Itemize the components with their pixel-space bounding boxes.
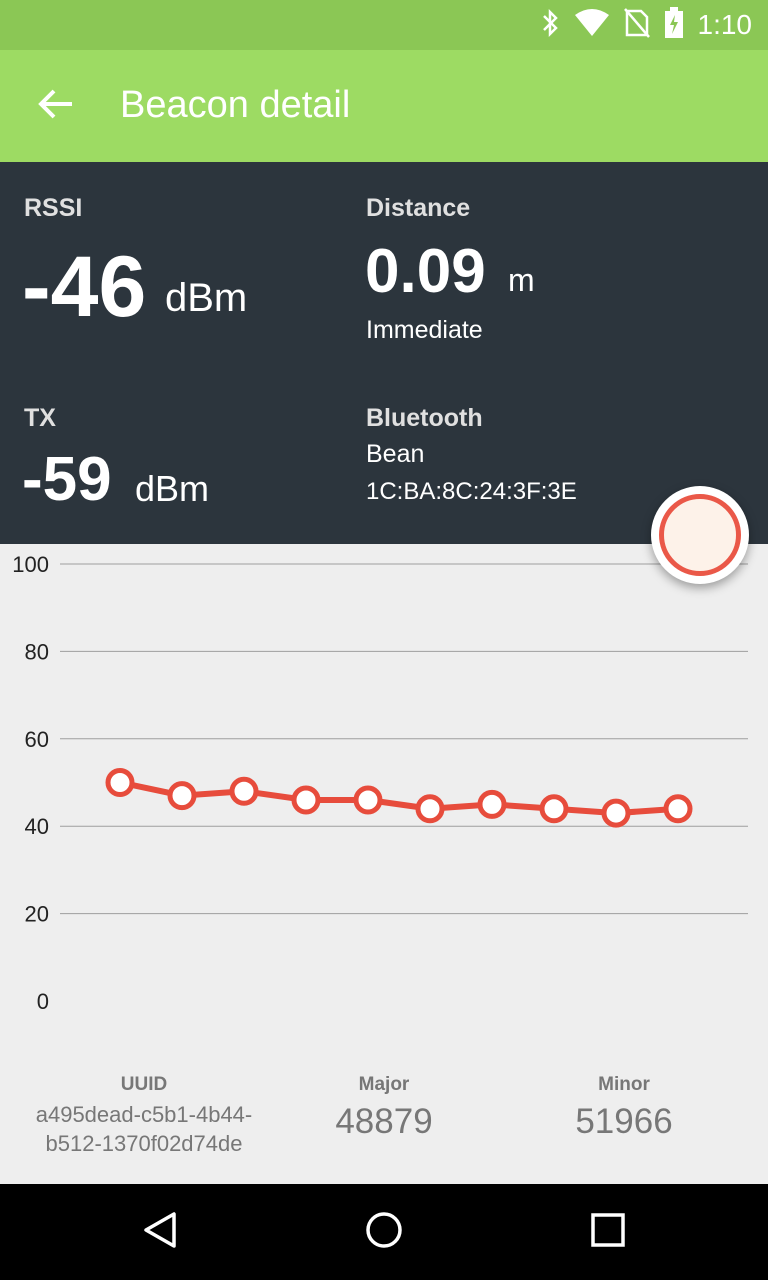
rssi-unit: dBm: [165, 276, 248, 320]
bluetooth-address: 1C:BA:8C:24:3F:3E: [366, 478, 577, 505]
rssi-value: -46: [22, 239, 147, 335]
nav-back-button[interactable]: [128, 1200, 192, 1264]
proximity-text: Immediate: [366, 316, 483, 344]
y-tick-label: 20: [25, 902, 49, 927]
data-point: [601, 798, 631, 828]
y-tick-label: 100: [12, 552, 49, 577]
nav-recents-icon: [588, 1210, 628, 1255]
arrow-back-icon: [38, 89, 74, 124]
data-point: [477, 789, 507, 819]
page-title: Beacon detail: [120, 84, 351, 126]
stats-panel: RSSI -46 dBm Distance 0.09 m Immediate T…: [0, 162, 768, 544]
y-tick-label: 80: [25, 639, 49, 664]
nav-home-button[interactable]: [352, 1200, 416, 1264]
tx-value: -59: [22, 445, 112, 514]
series-line: [119, 779, 679, 817]
uuid-line-2: b512-1370f02d74de: [45, 1131, 243, 1156]
tx-unit: dBm: [135, 468, 210, 509]
data-point: [539, 794, 569, 824]
data-point: [105, 768, 135, 797]
uuid-line-1: a495dead-c5b1-4b44-: [35, 1102, 253, 1127]
bluetooth-label: Bluetooth: [366, 404, 483, 432]
distance-label: Distance: [366, 194, 471, 222]
distance-value: 0.09: [365, 237, 486, 306]
nav-recents-button[interactable]: [576, 1200, 640, 1264]
data-point: [167, 781, 197, 811]
status-time: 1:10: [697, 9, 753, 40]
record-circle-icon: [659, 494, 741, 576]
uuid-label: UUID: [120, 1074, 168, 1095]
y-tick-label: 0: [37, 989, 49, 1014]
data-point: [229, 776, 259, 806]
wifi-icon: [574, 8, 610, 42]
data-point: [353, 785, 383, 815]
data-point: [291, 785, 321, 815]
status-icons: 1:10: [540, 6, 753, 44]
major-value: 48879: [335, 1102, 433, 1141]
minor-column: Minor 51966: [534, 1074, 714, 1142]
navigation-bar: [0, 1184, 768, 1280]
distance-unit: m: [508, 262, 535, 298]
uuid-value: a495dead-c5b1-4b44- b512-1370f02d74de: [14, 1100, 274, 1158]
no-sim-icon: [623, 7, 650, 43]
y-tick-label: 40: [25, 814, 49, 839]
battery-charging-icon: [664, 6, 684, 44]
data-point: [663, 794, 693, 824]
bluetooth-name: Bean: [366, 440, 425, 468]
uuid-column: UUID a495dead-c5b1-4b44- b512-1370f02d74…: [14, 1074, 274, 1158]
app-bar: Beacon detail: [0, 50, 768, 162]
chart-svg: 100 80 60 40 20 0: [12, 552, 748, 1014]
y-tick-label: 60: [25, 727, 49, 752]
nav-home-icon: [364, 1210, 404, 1255]
major-column: Major 48879: [294, 1074, 474, 1142]
bluetooth-icon: [540, 8, 560, 43]
major-label: Major: [358, 1074, 410, 1095]
rssi-label: RSSI: [24, 194, 83, 222]
back-button[interactable]: [28, 78, 84, 134]
status-bar: 1:10: [0, 0, 768, 50]
nav-back-icon: [140, 1210, 180, 1255]
minor-value: 51966: [575, 1102, 673, 1141]
record-button[interactable]: [651, 486, 749, 584]
tx-label: TX: [24, 404, 56, 432]
minor-label: Minor: [598, 1074, 650, 1095]
beacon-info: UUID a495dead-c5b1-4b44- b512-1370f02d74…: [0, 1064, 768, 1184]
rssi-chart: 100 80 60 40 20 0: [0, 544, 768, 1064]
data-point: [415, 794, 445, 824]
